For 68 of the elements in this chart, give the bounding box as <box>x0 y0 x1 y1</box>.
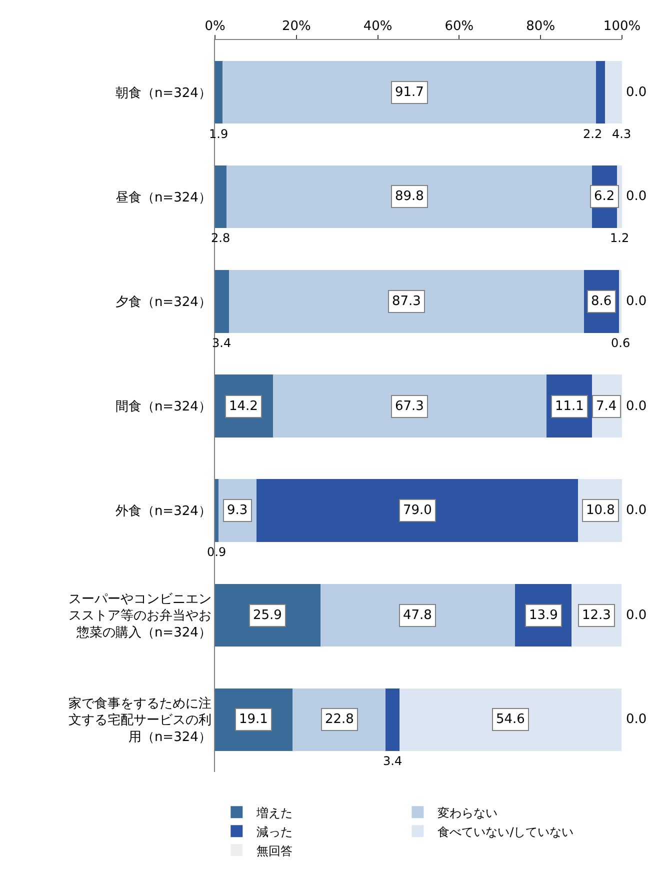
legend-label: 変わらない <box>438 806 498 820</box>
data-label: 13.9 <box>529 608 558 623</box>
data-label: 4.3 <box>612 127 632 141</box>
data-label: 0.9 <box>207 545 226 559</box>
data-label: 6.2 <box>594 189 615 204</box>
data-label: 0.6 <box>611 336 630 350</box>
data-label: 67.3 <box>395 399 424 414</box>
bar <box>222 60 596 124</box>
data-label: 25.9 <box>253 608 282 623</box>
data-label: 3.4 <box>383 754 402 768</box>
bar <box>320 584 515 647</box>
bar <box>226 165 592 228</box>
data-label: 2.2 <box>583 127 602 141</box>
data-label: 9.3 <box>227 503 248 518</box>
data-label: 1.9 <box>209 127 228 141</box>
y-tick-label: スーパーやコンビニエンスストア等のお弁当やお惣菜の購入（n=324） <box>68 592 212 641</box>
bar <box>272 374 547 438</box>
x-tick-label: 20% <box>282 18 311 34</box>
bar <box>596 60 605 124</box>
data-label: 10.8 <box>586 503 615 518</box>
legend-label: 無回答 <box>256 844 293 858</box>
data-label: 89.8 <box>395 189 424 204</box>
x-tick-label: 40% <box>363 18 392 34</box>
data-label: 19.1 <box>239 712 268 727</box>
data-label: 91.7 <box>395 85 424 100</box>
legend-label: 食べていない/していない <box>438 824 574 839</box>
data-label: 0.0 <box>626 294 647 309</box>
data-label: 0.0 <box>626 503 647 518</box>
data-label: 11.1 <box>555 399 584 414</box>
x-tick-label: 0% <box>204 18 226 34</box>
y-tick-label: 朝食（n=324） <box>115 86 212 101</box>
data-label: 2.8 <box>211 231 230 245</box>
data-label: 0.0 <box>626 85 647 100</box>
y-tick-label: 昼食（n=324） <box>115 190 212 206</box>
data-label: 47.8 <box>403 608 432 623</box>
data-label: 54.6 <box>496 712 525 727</box>
y-tick-label: 間食（n=324） <box>115 400 212 415</box>
data-label: 79.0 <box>403 503 432 518</box>
bar <box>399 688 622 752</box>
data-label: 0.0 <box>626 189 647 204</box>
x-tick-label: 100% <box>603 18 641 34</box>
data-label: 12.3 <box>582 608 611 623</box>
legend-label: 減った <box>256 824 293 839</box>
data-label: 3.4 <box>212 336 232 350</box>
legend-label: 増えた <box>256 806 293 820</box>
data-label: 87.3 <box>392 294 421 309</box>
x-tick-label: 60% <box>444 18 474 34</box>
y-tick-label: 家で食事をするために注文する宅配サービスの利用（n=324） <box>68 695 212 746</box>
bar <box>386 688 400 752</box>
bar <box>215 165 226 228</box>
bar <box>215 270 229 333</box>
data-label: 0.0 <box>626 399 647 414</box>
y-tick-label: 外食（n=324） <box>115 504 212 520</box>
data-label: 22.8 <box>325 712 354 727</box>
data-label: 8.6 <box>591 294 612 309</box>
bar <box>215 479 219 542</box>
data-label: 14.2 <box>229 399 258 414</box>
bar <box>256 479 578 542</box>
bar <box>215 60 223 124</box>
bar <box>604 60 622 124</box>
data-label: 0.0 <box>626 608 647 623</box>
x-tick-label: 80% <box>526 18 556 34</box>
data-label: 7.4 <box>596 399 617 414</box>
bar <box>228 270 584 333</box>
bar <box>619 270 622 333</box>
y-tick-label: 夕食（n=324） <box>115 294 212 310</box>
data-label: 1.2 <box>610 231 630 245</box>
data-label: 0.0 <box>626 712 647 727</box>
